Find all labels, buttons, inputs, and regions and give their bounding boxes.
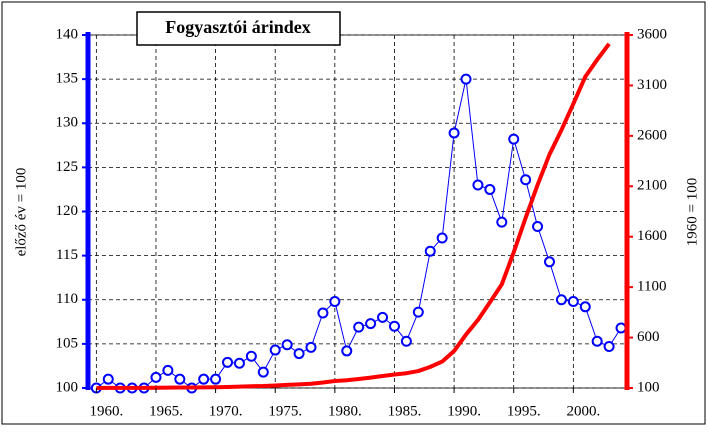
point <box>353 321 365 333</box>
y-tick-label: 115 <box>56 247 78 263</box>
point <box>245 350 257 362</box>
point <box>257 366 269 378</box>
point <box>162 364 174 376</box>
point <box>460 73 472 85</box>
y-tick-label: 120 <box>56 203 79 219</box>
point <box>150 371 162 383</box>
point <box>174 373 186 385</box>
point <box>329 296 341 308</box>
y2-tick-label: 3100 <box>637 77 667 93</box>
point <box>102 373 114 385</box>
y-tick-label: 135 <box>56 71 79 87</box>
point <box>365 318 377 330</box>
point <box>484 183 496 195</box>
point <box>412 306 424 318</box>
x-tick-label: 1990. <box>447 403 481 419</box>
x-tick-label: 1970. <box>209 403 243 419</box>
point <box>591 335 603 347</box>
y-tick-label: 105 <box>56 335 79 351</box>
point <box>400 335 412 347</box>
point <box>222 356 234 368</box>
point <box>496 216 508 228</box>
x-tick-label: 1980. <box>328 403 362 419</box>
y2-tick-label: 100 <box>637 379 660 395</box>
chart-title: Fogyasztói árindex <box>165 17 311 37</box>
y-tick-label: 110 <box>56 291 78 307</box>
x-tick-label: 1960. <box>89 403 123 419</box>
point <box>210 373 222 385</box>
x-tick-label: 1965. <box>149 403 183 419</box>
point <box>543 256 555 268</box>
point <box>532 221 544 233</box>
point <box>520 174 532 186</box>
series-line <box>96 42 611 390</box>
point <box>567 296 579 308</box>
marks <box>90 42 627 394</box>
x-tick-label: 2000. <box>566 403 600 419</box>
y-axis-label: előző év = 100 <box>13 168 29 257</box>
point <box>377 311 389 323</box>
y-tick-label: 125 <box>56 159 79 175</box>
frame <box>1 1 706 425</box>
point <box>603 341 615 353</box>
point <box>448 127 460 139</box>
x-tick-label: 1985. <box>388 403 422 419</box>
y-tick-label: 100 <box>56 379 79 395</box>
point <box>508 133 520 145</box>
y2-tick-label: 3600 <box>637 26 667 42</box>
point <box>555 294 567 306</box>
point <box>269 344 281 356</box>
y-tick-label: 130 <box>56 115 79 131</box>
point <box>341 345 353 357</box>
point <box>615 322 627 334</box>
title-box <box>136 11 341 46</box>
point <box>388 320 400 332</box>
y2-axis-label: 1960 = 100 <box>684 178 700 246</box>
y2-tick-label: 1100 <box>637 279 666 295</box>
point <box>472 179 484 191</box>
point <box>317 307 329 319</box>
point <box>293 348 305 360</box>
point <box>436 232 448 244</box>
point <box>198 373 210 385</box>
x-tick-label: 1975. <box>268 403 302 419</box>
x-tick-label: 1995. <box>507 403 541 419</box>
y-tick-label: 140 <box>56 26 79 42</box>
point <box>305 341 317 353</box>
point <box>233 357 245 369</box>
y2-tick-label: 1600 <box>637 228 667 244</box>
point <box>424 245 436 257</box>
y2-tick-label: 2600 <box>637 127 667 143</box>
y2-tick-label: 600 <box>637 329 660 345</box>
y2-tick-label: 2100 <box>637 178 667 194</box>
point <box>579 301 591 313</box>
point <box>281 339 293 351</box>
